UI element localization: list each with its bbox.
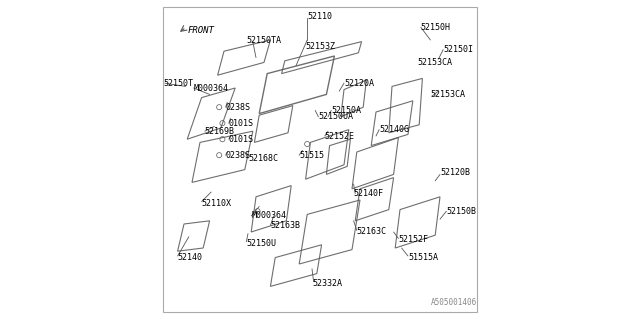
Text: 51515: 51515: [300, 151, 324, 160]
Text: 52169B: 52169B: [205, 127, 235, 136]
Text: 52150T: 52150T: [163, 79, 193, 88]
Text: FRONT: FRONT: [187, 26, 214, 35]
Text: 0238S: 0238S: [226, 151, 251, 160]
Text: A505001406: A505001406: [430, 298, 477, 307]
Text: 52140G: 52140G: [380, 125, 409, 134]
Text: 52120B: 52120B: [440, 168, 470, 177]
Text: 52150I: 52150I: [443, 45, 473, 54]
Text: 52120A: 52120A: [344, 79, 374, 88]
Text: 52110X: 52110X: [202, 199, 232, 208]
Text: 0101S: 0101S: [229, 119, 254, 128]
Text: M000364: M000364: [251, 212, 286, 220]
Text: 52163C: 52163C: [357, 228, 387, 236]
Text: 52153CA: 52153CA: [418, 58, 452, 67]
Text: M000364: M000364: [193, 84, 228, 92]
Text: 52150A: 52150A: [332, 106, 361, 115]
Text: 52150TA: 52150TA: [246, 36, 282, 44]
Text: 51515A: 51515A: [408, 253, 438, 262]
Text: 52150U: 52150U: [246, 239, 276, 248]
Text: 52150UA: 52150UA: [319, 112, 353, 121]
Text: 52140F: 52140F: [354, 189, 383, 198]
Text: 0238S: 0238S: [226, 103, 251, 112]
Text: 52153Z: 52153Z: [306, 42, 335, 51]
Text: 52110: 52110: [307, 12, 332, 20]
Text: 52150B: 52150B: [447, 207, 476, 216]
Text: 52152F: 52152F: [398, 236, 428, 244]
Text: 52168C: 52168C: [248, 154, 278, 163]
Text: 0101S: 0101S: [229, 135, 254, 144]
Text: 52153CA: 52153CA: [430, 90, 465, 99]
Text: 52152E: 52152E: [325, 132, 355, 140]
Text: 52163B: 52163B: [270, 221, 300, 230]
Text: 52150H: 52150H: [421, 23, 451, 32]
Text: 52332A: 52332A: [312, 279, 342, 288]
Text: 52140: 52140: [178, 253, 203, 262]
